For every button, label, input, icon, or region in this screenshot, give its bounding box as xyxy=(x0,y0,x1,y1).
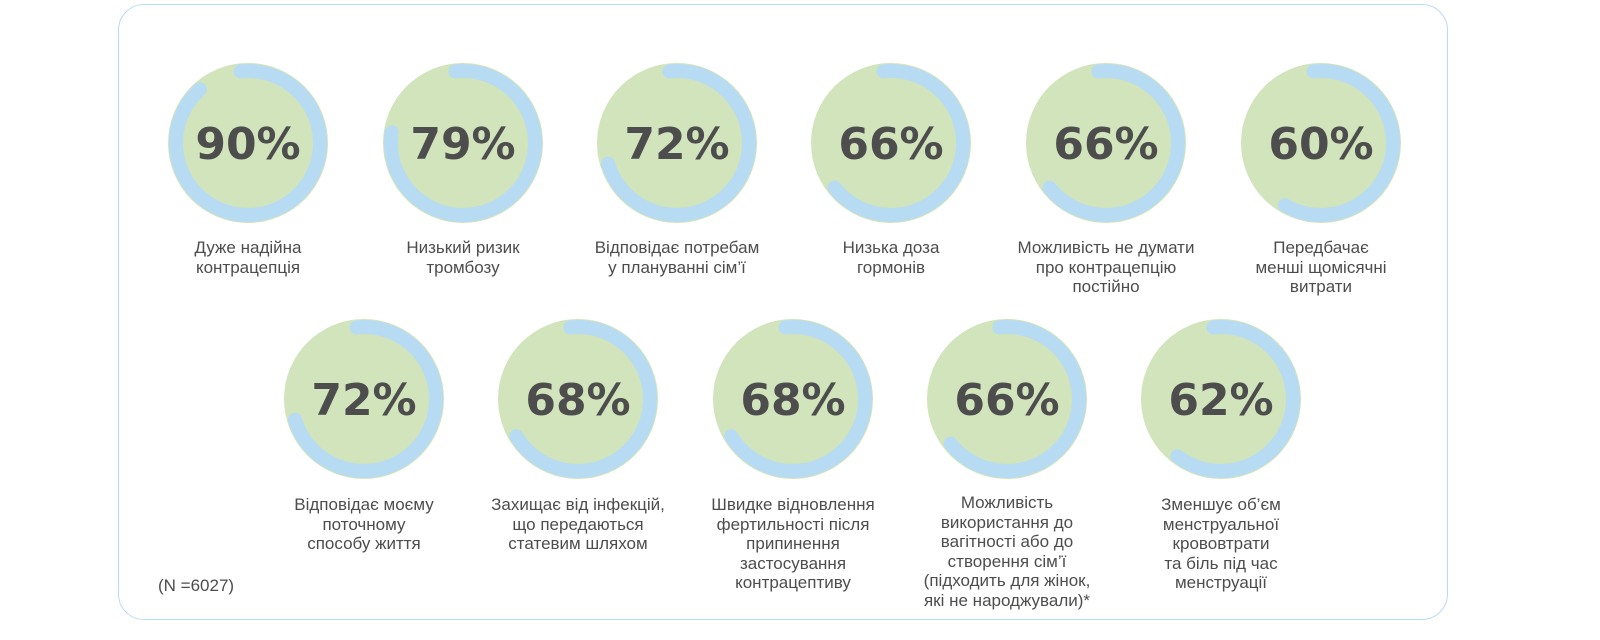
donut-category-label: Відповідає потребам у плануванні сім’ї xyxy=(594,238,760,277)
donut-progress-arc xyxy=(285,320,443,479)
donut-value-label: 68% xyxy=(525,375,630,426)
donut-inner-disc xyxy=(597,63,757,223)
donut-progress-arc xyxy=(1242,64,1400,222)
donut-category-label: Відповідає моєму поточному способу життя xyxy=(294,495,434,553)
donut-item-2: 79% xyxy=(383,63,543,223)
donut-progress-arc xyxy=(499,320,657,478)
donut-category-label: Дуже надійна контрацепція xyxy=(194,238,302,277)
donut-inner-disc xyxy=(284,319,444,479)
donut-inner-disc xyxy=(498,319,658,479)
donut-category-label: Передбачає менші щомісячні витрати xyxy=(1255,238,1387,296)
donut-inner-disc xyxy=(811,63,971,223)
donut-category-label: Можливість використання до вагітності аб… xyxy=(923,493,1091,610)
donut-progress-arc xyxy=(714,320,872,479)
donut-progress-arc xyxy=(384,63,542,222)
donut-item-1: 90% xyxy=(168,63,328,223)
donut-category-label: Швидке відновлення фертильності після пр… xyxy=(711,495,875,592)
donut-progress-arc xyxy=(1142,320,1300,478)
donut-progress-arc xyxy=(928,320,1086,478)
donut-item-3: 72% xyxy=(597,63,757,223)
donut-item-7: 72% xyxy=(284,319,444,479)
donut-value-label: 66% xyxy=(1053,119,1158,170)
donut-inner-disc xyxy=(383,63,543,223)
donut-value-label: 68% xyxy=(740,375,845,426)
donut-category-label: Захищає від інфекцій, що передаються ста… xyxy=(491,495,665,553)
donut-value-label: 60% xyxy=(1268,119,1373,170)
donut-item-5: 66% xyxy=(1026,63,1186,223)
donut-item-4: 66% xyxy=(811,63,971,223)
donut-progress-arc xyxy=(1027,64,1185,222)
donut-value-label: 79% xyxy=(410,119,515,170)
donut-item-9: 68% xyxy=(713,319,873,479)
donut-category-label: Зменшує об’єм менструальної крововтрати … xyxy=(1161,495,1281,592)
donut-progress-arc xyxy=(169,64,327,222)
donut-category-label: Низький ризик тромбозу xyxy=(406,238,520,277)
donut-inner-disc xyxy=(1241,63,1401,223)
donut-value-label: 90% xyxy=(195,119,300,170)
donut-inner-disc xyxy=(927,319,1087,479)
donut-inner-disc xyxy=(168,63,328,223)
donut-value-label: 62% xyxy=(1168,375,1273,426)
donut-inner-disc xyxy=(713,319,873,479)
donut-inner-disc xyxy=(1026,63,1186,223)
donut-item-8: 68% xyxy=(498,319,658,479)
donut-progress-arc xyxy=(812,64,970,223)
donut-value-label: 72% xyxy=(624,119,729,170)
donut-progress-arc xyxy=(598,64,756,222)
donut-item-11: 62% xyxy=(1141,319,1301,479)
donut-inner-disc xyxy=(1141,319,1301,479)
sample-size-note: (N =6027) xyxy=(158,576,235,595)
chart-card xyxy=(118,4,1448,620)
donut-category-label: Низька доза гормонів xyxy=(842,238,940,277)
donut-value-label: 66% xyxy=(954,375,1059,426)
donut-category-label: Можливість не думати про контрацепцію по… xyxy=(1017,238,1195,296)
donut-value-label: 72% xyxy=(311,375,416,426)
donut-value-label: 66% xyxy=(838,119,943,170)
donut-item-6: 60% xyxy=(1241,63,1401,223)
donut-item-10: 66% xyxy=(927,319,1087,479)
